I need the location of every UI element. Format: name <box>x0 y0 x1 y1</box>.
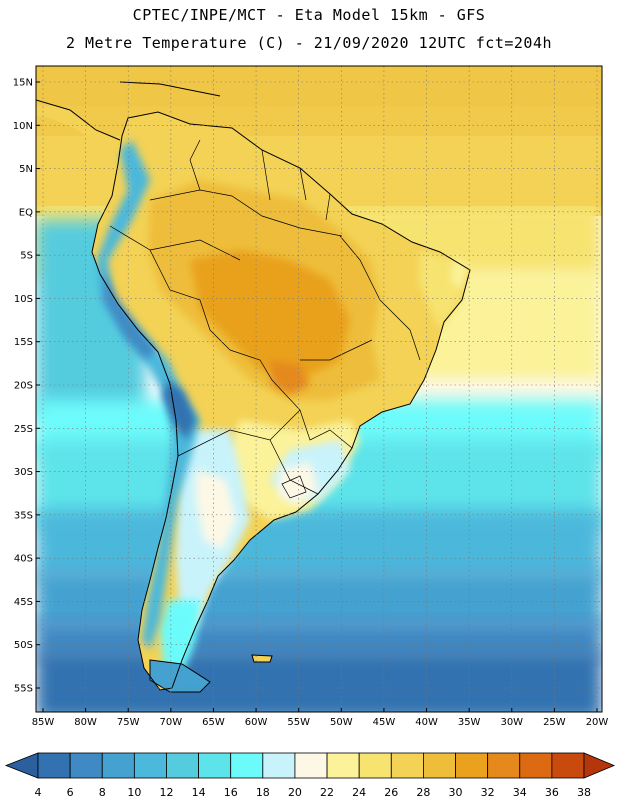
lon-label: 45W <box>373 717 396 728</box>
colorbar-segment <box>326 752 360 779</box>
colorbar-segment <box>358 752 392 779</box>
lon-label: 70W <box>160 717 183 728</box>
lat-label: 15N <box>13 78 33 89</box>
lat-label: 30S <box>14 467 33 478</box>
lon-label: 35W <box>458 717 481 728</box>
colorbar-segment <box>423 752 456 779</box>
country-borders <box>109 139 421 499</box>
map-frame <box>35 65 603 713</box>
lat-label: 10N <box>13 121 33 132</box>
colorbar-segment <box>37 752 71 779</box>
colorbar-label: 4 <box>35 786 42 799</box>
lat-label: 45S <box>14 597 33 608</box>
lon-label: 50W <box>330 717 353 728</box>
lat-label: 25S <box>14 424 33 435</box>
colorbar-label: 12 <box>159 786 173 799</box>
colorbar-segment <box>198 752 232 779</box>
lon-label: 20W <box>586 717 609 728</box>
colorbar-label: 6 <box>67 786 74 799</box>
colorbar-segment <box>487 752 521 779</box>
colorbar-label: 18 <box>256 786 270 799</box>
colorbar-label: 28 <box>416 786 430 799</box>
lat-label: 40S <box>14 554 33 565</box>
colorbar-label: 34 <box>513 786 527 799</box>
colorbar-segment <box>166 752 199 779</box>
colorbar-segment <box>101 752 135 779</box>
colorbar-segment <box>262 752 296 779</box>
colorbar-segment <box>133 752 167 779</box>
colorbar-label: 10 <box>127 786 141 799</box>
lat-label: EQ <box>19 207 33 218</box>
colorbar-label: 8 <box>99 786 106 799</box>
lon-label: 30W <box>500 717 523 728</box>
lon-label: 85W <box>32 717 55 728</box>
lon-label: 65W <box>202 717 225 728</box>
lon-label: 55W <box>287 717 310 728</box>
colorbar-label: 26 <box>384 786 398 799</box>
lon-label: 25W <box>543 717 566 728</box>
colorbar-segment <box>455 752 489 779</box>
colorbar-label: 22 <box>320 786 334 799</box>
latitude-labels: 15N 10N 5N EQ 5S 10S 15S 20S 25S 30S 35S 40S 45S 50S 5… <box>13 78 40 695</box>
longitude-labels: 85W 80W 75W 70W 65W 60W 55W 50W 45W 40W 35W 30W 25W 2… <box>32 708 609 728</box>
colorbar-segment <box>390 752 424 779</box>
colorbar-segment <box>69 752 103 779</box>
map-title-line1: CPTEC/INPE/MCT - Eta Model 15km - GFS <box>132 6 486 24</box>
colorbar-label: 32 <box>481 786 495 799</box>
lat-label: 35S <box>14 510 33 521</box>
temperature-field <box>36 66 602 712</box>
map-title-line2: 2 Metre Temperature (C) - 21/09/2020 12U… <box>65 34 553 52</box>
colorbar-segment <box>230 752 264 779</box>
colorbar-label: 14 <box>192 786 206 799</box>
colorbar-low-arrow <box>4 752 39 779</box>
lat-label: 10S <box>14 294 33 305</box>
colorbar-label: 20 <box>288 786 302 799</box>
colorbar-segment <box>551 752 585 779</box>
colorbar-label: 16 <box>224 786 238 799</box>
lon-label: 80W <box>74 717 97 728</box>
colorbar-label: 38 <box>577 786 591 799</box>
colorbar-label: 30 <box>449 786 463 799</box>
colorbar-label: 36 <box>545 786 559 799</box>
lon-label: 60W <box>245 717 268 728</box>
lat-label: 55S <box>14 684 33 695</box>
lat-label: 5S <box>20 251 33 262</box>
colorbar-high-arrow <box>583 752 616 779</box>
lat-label: 5N <box>19 164 33 175</box>
lat-label: 20S <box>14 381 33 392</box>
lon-label: 40W <box>415 717 438 728</box>
lat-label: 50S <box>14 640 33 651</box>
colorbar-label: 24 <box>352 786 366 799</box>
lat-label: 15S <box>14 337 33 348</box>
colorbar: 4 6 8 10 12 14 16 18 20 22 24 26 28 30 32 34 36 38 <box>4 752 616 799</box>
coastlines <box>36 81 471 693</box>
colorbar-segment <box>519 752 553 779</box>
colorbar-segment <box>294 752 328 779</box>
lon-label: 75W <box>117 717 140 728</box>
